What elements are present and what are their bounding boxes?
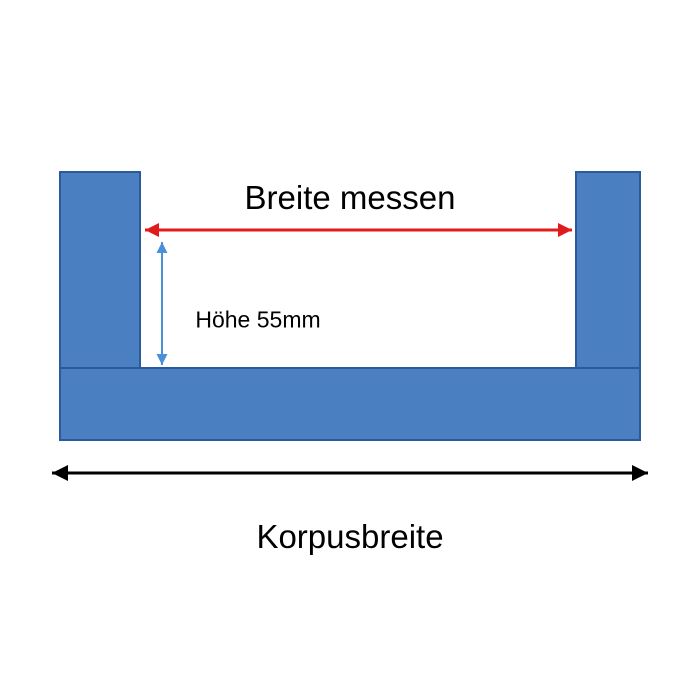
- height-arrow: [157, 242, 168, 365]
- width-measure-arrow: [145, 223, 572, 237]
- left-post-shape: [60, 172, 140, 368]
- width-measure-label: Breite messen: [245, 179, 456, 217]
- height-label: Höhe 55mm: [195, 307, 320, 334]
- diagram-canvas: [0, 0, 700, 700]
- body-width-label: Korpusbreite: [256, 518, 443, 556]
- base-shape: [60, 368, 640, 440]
- body-width-arrow: [52, 465, 648, 481]
- right-post-shape: [576, 172, 640, 368]
